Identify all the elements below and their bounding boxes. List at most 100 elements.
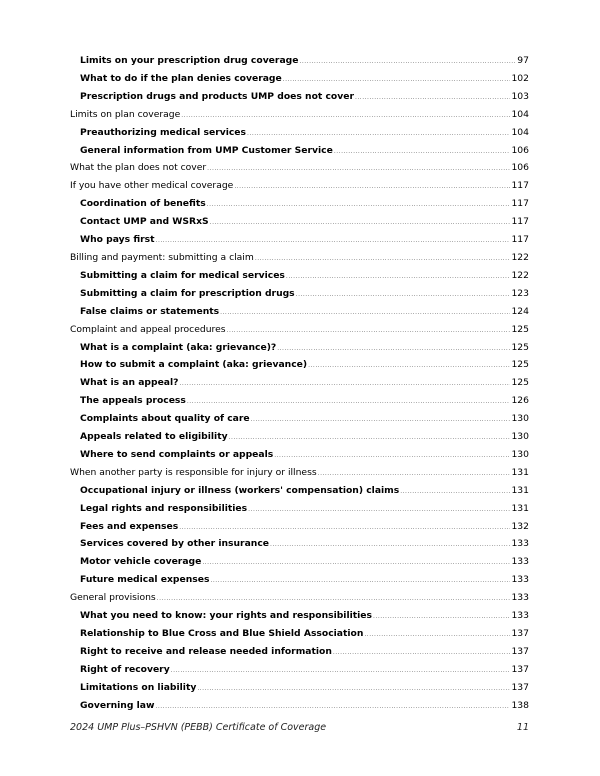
toc-entry[interactable]: What to do if the plan denies coverage 10…: [70, 70, 529, 88]
toc-entry[interactable]: Submitting a claim for medical services 1…: [70, 267, 529, 285]
toc-entry-title[interactable]: Limits on your prescription drug coverag…: [80, 55, 299, 66]
toc-entry-title[interactable]: Prescription drugs and products UMP does…: [80, 90, 354, 102]
toc-entry-title[interactable]: Who pays first: [80, 234, 155, 246]
toc-entry[interactable]: Complaints about quality of care 130: [70, 410, 529, 428]
toc-entry-title[interactable]: General information from UMP Customer Se…: [80, 144, 333, 156]
toc-entry-page[interactable]: 104: [511, 126, 529, 138]
toc-entry[interactable]: General provisions 133: [70, 589, 529, 607]
toc-entry-page[interactable]: 125: [511, 341, 529, 353]
toc-entry-page[interactable]: 123: [511, 287, 529, 299]
toc-entry-title[interactable]: How to submit a complaint (aka: grievanc…: [80, 359, 308, 371]
toc-entry-title[interactable]: Complaint and appeal procedures: [70, 323, 226, 335]
toc-entry-page[interactable]: 133: [511, 574, 529, 586]
toc-entry-title[interactable]: Right to receive and release needed info…: [80, 645, 332, 657]
toc-entry-title[interactable]: What is an appeal?: [80, 377, 179, 389]
toc-entry[interactable]: Legal rights and responsibilities 131: [70, 500, 529, 518]
toc-entry[interactable]: What you need to know: your rights and r…: [70, 607, 529, 625]
toc-entry-page[interactable]: 137: [511, 645, 529, 657]
toc-entry[interactable]: Future medical expenses 133: [70, 571, 529, 589]
toc-entry[interactable]: Who pays first 117: [70, 231, 529, 249]
toc-entry[interactable]: Motor vehicle coverage 133: [70, 553, 529, 571]
toc-entry-title[interactable]: Complaints about quality of care: [80, 413, 250, 425]
toc-entry-page[interactable]: 130: [511, 413, 529, 425]
toc-entry[interactable]: Billing and payment: submitting a claim 1…: [70, 249, 529, 267]
toc-entry[interactable]: Right of recovery 137: [70, 661, 529, 679]
toc-entry-title[interactable]: Limitations on liability: [80, 681, 197, 693]
toc-entry-title[interactable]: Contact UMP and WSRxS: [80, 216, 209, 228]
toc-entry[interactable]: Occupational injury or illness (workers'…: [70, 482, 529, 500]
toc-entry-title[interactable]: Future medical expenses: [80, 574, 210, 586]
toc-entry-title[interactable]: Occupational injury or illness (workers'…: [80, 484, 400, 496]
toc-entry[interactable]: Complaint and appeal procedures 125: [70, 321, 529, 339]
toc-entry[interactable]: When another party is responsible for in…: [70, 464, 529, 482]
toc-entry-page[interactable]: 132: [511, 520, 529, 532]
toc-entry-page[interactable]: 133: [511, 538, 529, 550]
toc-entry-page[interactable]: 131: [511, 502, 529, 514]
toc-entry-title[interactable]: Governing law: [80, 699, 155, 711]
toc-entry[interactable]: Preauthorizing medical services 104: [70, 124, 529, 142]
toc-entry-title[interactable]: Where to send complaints or appeals: [80, 448, 274, 460]
toc-entry-title[interactable]: Submitting a claim for prescription drug…: [80, 287, 295, 299]
toc-entry-title[interactable]: General provisions: [70, 592, 156, 604]
toc-entry-title[interactable]: Legal rights and responsibilities: [80, 502, 248, 514]
toc-entry-title[interactable]: What the plan does not cover: [70, 162, 207, 174]
toc-entry-title[interactable]: Fees and expenses: [80, 520, 179, 532]
toc-entry-title[interactable]: Submitting a claim for medical services: [80, 269, 285, 281]
toc-entry[interactable]: Appeals related to eligibility 130: [70, 428, 529, 446]
toc-entry-page[interactable]: 133: [511, 592, 529, 604]
toc-entry-title[interactable]: Relationship to Blue Cross and Blue Shie…: [80, 628, 364, 639]
toc-entry-title[interactable]: Right of recovery: [80, 663, 170, 675]
toc-entry[interactable]: If you have other medical coverage 117: [70, 177, 529, 195]
toc-entry[interactable]: What is a complaint (aka: grievance)? 125: [70, 339, 529, 357]
toc-entry-page[interactable]: 137: [511, 681, 529, 693]
toc-entry-page[interactable]: 131: [511, 484, 529, 496]
toc-entry-page[interactable]: 125: [511, 359, 529, 371]
toc-entry-page[interactable]: 122: [511, 251, 529, 263]
toc-entry[interactable]: Limitations on liability 137: [70, 679, 529, 697]
toc-entry-page[interactable]: 102: [511, 72, 529, 84]
toc-entry-title[interactable]: What to do if the plan denies coverage: [80, 72, 282, 84]
toc-entry[interactable]: Limits on your prescription drug coverag…: [70, 52, 529, 70]
toc-entry[interactable]: Where to send complaints or appeals 130: [70, 446, 529, 464]
toc-entry-title[interactable]: Preauthorizing medical services: [80, 126, 247, 138]
toc-entry-title[interactable]: Motor vehicle coverage: [80, 556, 202, 568]
toc-entry-page[interactable]: 117: [511, 198, 529, 210]
toc-entry-page[interactable]: 106: [511, 162, 529, 174]
toc-entry[interactable]: Submitting a claim for prescription drug…: [70, 285, 529, 303]
toc-entry-page[interactable]: 138: [511, 699, 529, 711]
toc-entry[interactable]: The appeals process 126: [70, 392, 529, 410]
toc-entry-page[interactable]: 104: [511, 108, 529, 120]
toc-entry[interactable]: How to submit a complaint (aka: grievanc…: [70, 356, 529, 374]
toc-entry-page[interactable]: 117: [511, 216, 529, 228]
toc-entry-page[interactable]: 133: [511, 610, 529, 622]
toc-entry-title[interactable]: Coordination of benefits: [80, 198, 206, 210]
toc-entry-page[interactable]: 131: [511, 466, 529, 478]
toc-entry-page[interactable]: 97: [517, 55, 529, 66]
toc-entry-title[interactable]: Services covered by other insurance: [80, 538, 269, 550]
toc-entry-page[interactable]: 130: [511, 448, 529, 460]
toc-entry[interactable]: General information from UMP Customer Se…: [70, 142, 529, 160]
toc-entry-title[interactable]: False claims or statements: [80, 305, 220, 317]
toc-entry-page[interactable]: 126: [511, 395, 529, 407]
toc-entry-title[interactable]: Billing and payment: submitting a claim: [70, 251, 254, 263]
toc-entry-page[interactable]: 122: [511, 269, 529, 281]
toc-entry-title[interactable]: What is a complaint (aka: grievance)?: [80, 341, 277, 353]
toc-entry[interactable]: Right to receive and release needed info…: [70, 643, 529, 661]
toc-entry[interactable]: Prescription drugs and products UMP does…: [70, 88, 529, 106]
toc-entry[interactable]: Limits on plan coverage 104: [70, 106, 529, 124]
toc-entry[interactable]: Relationship to Blue Cross and Blue Shie…: [70, 625, 529, 643]
toc-entry-title[interactable]: What you need to know: your rights and r…: [80, 610, 372, 622]
toc-entry-page[interactable]: 117: [511, 180, 529, 192]
toc-entry-page[interactable]: 137: [511, 628, 529, 639]
toc-entry-page[interactable]: 137: [511, 663, 529, 675]
toc-entry[interactable]: Contact UMP and WSRxS 117: [70, 213, 529, 231]
toc-entry-title[interactable]: Appeals related to eligibility: [80, 431, 228, 443]
toc-entry[interactable]: Fees and expenses 132: [70, 518, 529, 536]
toc-entry-page[interactable]: 103: [511, 90, 529, 102]
toc-entry-title[interactable]: If you have other medical coverage: [70, 180, 234, 192]
toc-entry-title[interactable]: Limits on plan coverage: [70, 108, 181, 120]
toc-entry-title[interactable]: The appeals process: [80, 395, 186, 407]
toc-entry-page[interactable]: 130: [511, 431, 529, 443]
toc-entry-page[interactable]: 125: [511, 377, 529, 389]
toc-entry-title[interactable]: When another party is responsible for in…: [70, 466, 317, 478]
